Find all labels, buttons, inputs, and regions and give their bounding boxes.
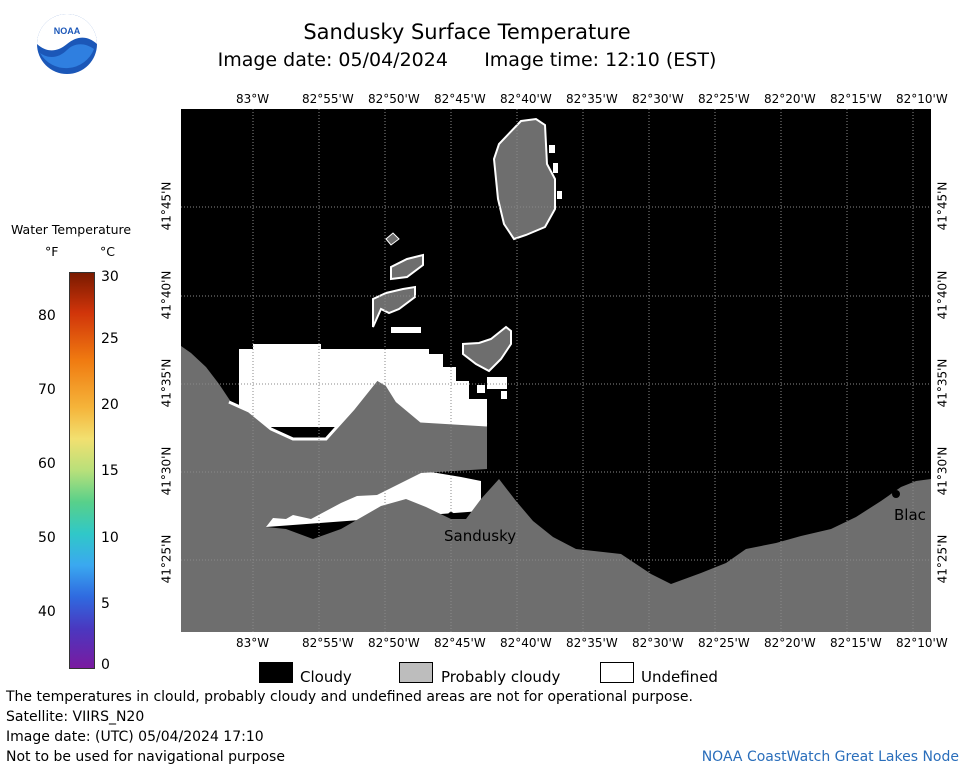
celsius-tick: 20 [101, 397, 119, 413]
lon-label-bottom: 82°10'W [896, 636, 948, 650]
undefined-label: Undefined [641, 668, 718, 686]
probably-cloudy-north [492, 117, 556, 241]
lon-label-bottom: 82°20'W [764, 636, 816, 650]
lon-label-bottom: 83°W [236, 636, 270, 650]
credit-text: NOAA CoastWatch Great Lakes Node [701, 749, 959, 765]
undefined-speck-3 [557, 191, 562, 199]
sandusky-marker [448, 512, 454, 518]
lon-label-top: 83°W [236, 92, 270, 106]
undefined-swatch [600, 662, 634, 683]
lon-label-top: 82°35'W [566, 92, 618, 106]
lon-label-top: 82°45'W [434, 92, 486, 106]
lat-label-right: 41°35'N [935, 358, 950, 408]
lon-label-top: 82°55'W [302, 92, 354, 106]
lon-label-bottom: 82°45'W [434, 636, 486, 650]
fahrenheit-tick: 60 [38, 456, 56, 472]
undefined-speck-7 [501, 391, 507, 399]
lon-label-top: 82°30'W [632, 92, 684, 106]
probably-cloudy-swatch [399, 662, 433, 683]
probably-cloudy-patch-2 [390, 253, 424, 281]
celsius-tick: 25 [101, 331, 119, 347]
utc-date-text: Image date: (UTC) 05/04/2024 17:10 [6, 729, 264, 745]
lon-label-top: 82°40'W [500, 92, 552, 106]
undefined-speck-2 [553, 163, 558, 173]
fahrenheit-tick: 70 [38, 382, 56, 398]
sst-map: Sandusky Blac [181, 109, 931, 632]
lon-label-bottom: 82°40'W [500, 636, 552, 650]
bay-shore-outline [228, 377, 488, 441]
celsius-tick: 30 [101, 269, 119, 285]
lon-label-bottom: 82°55'W [302, 636, 354, 650]
celsius-tick: 0 [101, 657, 110, 673]
land-south-shore [181, 346, 931, 632]
image-time: Image time: 12:10 (EST) [484, 49, 717, 71]
probably-cloudy-patch-3 [462, 325, 512, 373]
probably-cloudy-dot [385, 232, 400, 246]
celsius-tick: 10 [101, 530, 119, 546]
lon-label-bottom: 82°35'W [566, 636, 618, 650]
logo-text: NOAA [54, 26, 81, 36]
lat-label-left: 41°45'N [159, 181, 174, 231]
navigation-warning: Not to be used for navigational purpose [6, 749, 285, 765]
lon-label-top: 82°15'W [830, 92, 882, 106]
lat-label-left: 41°30'N [159, 446, 174, 496]
lon-label-top: 82°25'W [698, 92, 750, 106]
noaa-logo: NOAA [36, 13, 98, 79]
satellite-text: Satellite: VIIRS_N20 [6, 709, 145, 725]
blac-label: Blac [894, 506, 926, 524]
lat-label-left: 41°40'N [159, 270, 174, 320]
lon-label-top: 82°10'W [896, 92, 948, 106]
lon-label-bottom: 82°25'W [698, 636, 750, 650]
lon-label-bottom: 82°30'W [632, 636, 684, 650]
blac-marker [892, 490, 900, 498]
lon-label-bottom: 82°15'W [830, 636, 882, 650]
lat-label-right: 41°25'N [935, 534, 950, 584]
cloudy-label: Cloudy [300, 668, 352, 686]
undefined-speck-4 [391, 327, 421, 333]
undefined-speck-1 [549, 145, 555, 153]
undefined-speck-6 [477, 385, 485, 393]
fahrenheit-tick: 40 [38, 604, 56, 620]
title-block: Sandusky Surface Temperature Image date:… [0, 18, 969, 74]
unit-fahrenheit: °F [45, 244, 59, 259]
disclaimer-text: The temperatures in clould, probably clo… [6, 689, 693, 705]
fahrenheit-tick: 80 [38, 308, 56, 324]
lat-label-right: 41°30'N [935, 446, 950, 496]
undefined-speck-5 [487, 377, 507, 389]
graticule [181, 109, 931, 632]
lat-label-left: 41°35'N [159, 358, 174, 408]
lat-label-left: 41°25'N [159, 534, 174, 584]
image-date: Image date: 05/04/2024 [217, 49, 448, 71]
page-title: Sandusky Surface Temperature [303, 20, 631, 44]
celsius-tick: 5 [101, 596, 110, 612]
undefined-area-upper [239, 344, 487, 427]
sandusky-label: Sandusky [444, 527, 516, 545]
colorbar-title: Water Temperature [11, 222, 132, 237]
lon-label-bottom: 82°50'W [368, 636, 420, 650]
colorbar [69, 272, 95, 669]
unit-celsius: °C [100, 244, 115, 259]
lon-label-top: 82°20'W [764, 92, 816, 106]
fahrenheit-tick: 50 [38, 530, 56, 546]
image-date-time: Image date: 05/04/2024 Image time: 12:10… [0, 46, 969, 74]
celsius-tick: 15 [101, 463, 119, 479]
cloudy-swatch [259, 662, 293, 683]
lon-label-top: 82°50'W [368, 92, 420, 106]
lat-label-right: 41°45'N [935, 181, 950, 231]
lat-label-right: 41°40'N [935, 270, 950, 320]
probably-cloudy-label: Probably cloudy [441, 668, 561, 686]
